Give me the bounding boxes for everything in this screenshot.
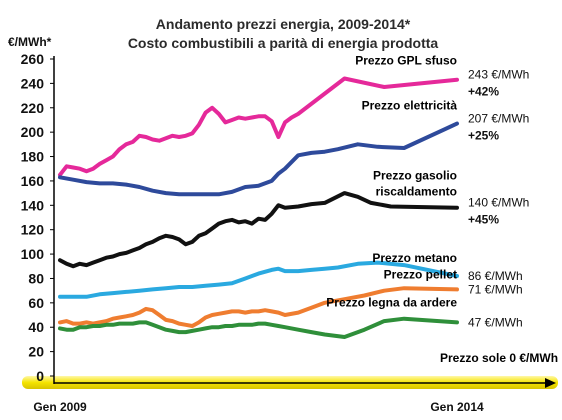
series-name-label: Prezzo pellet — [384, 267, 457, 281]
y-tick-label: 200 — [21, 124, 45, 140]
y-tick-label: 260 — [21, 51, 45, 67]
series-name-label: Prezzo legna da ardere — [326, 295, 457, 309]
x-tick-label: Gen 2009 — [33, 400, 87, 414]
y-tick-label: 220 — [21, 100, 45, 116]
y-tick-label: 20 — [28, 344, 44, 360]
series-end-change: +45% — [468, 213, 499, 227]
series-line — [58, 191, 459, 269]
y-axis-ticks: 0 20 40 60 80 100 120 140 160 180 200 220 240 260 — [21, 51, 54, 384]
series-end-change: +42% — [468, 85, 499, 99]
chart-title-line-1: Andamento prezzi energia, 2009-2014* — [156, 16, 411, 32]
series-name-label: riscaldamento — [376, 185, 457, 199]
series-name-label: Prezzo elettricità — [362, 99, 458, 113]
y-tick-label: 80 — [28, 270, 44, 286]
y-tick-label: 100 — [21, 246, 45, 262]
series-end-value: 86 €/MWh — [468, 269, 523, 283]
sun-price-note: Prezzo sole 0 €/MWh — [440, 351, 558, 365]
series-end-value: 71 €/MWh — [468, 282, 523, 296]
series-name-label: Prezzo gasolio — [373, 169, 457, 183]
y-tick-label: 40 — [28, 319, 44, 335]
x-tick-label: Gen 2014 — [430, 400, 484, 414]
series-name-label: Prezzo GPL sfuso — [355, 54, 457, 68]
y-tick-label: 240 — [21, 75, 45, 91]
series-name-label: Prezzo metano — [372, 251, 457, 265]
y-axis-unit-label: €/MWh* — [8, 35, 52, 49]
series-line — [58, 260, 459, 299]
series-line — [58, 121, 459, 197]
chart-title-line-2: Costo combustibili a parità di energia p… — [128, 35, 439, 51]
y-tick-label: 180 — [21, 149, 45, 165]
series-lines — [58, 76, 459, 339]
series-end-value: 140 €/MWh — [468, 196, 529, 210]
y-tick-label: 120 — [21, 222, 45, 238]
series-end-change: +25% — [468, 129, 499, 143]
x-axis-ticks: Gen 2009 Gen 2014 — [33, 400, 484, 414]
series-line — [58, 316, 459, 339]
series-end-values: 243 €/MWh +42% 207 €/MWh +25% 140 €/MWh +45% 8… — [468, 68, 529, 330]
y-tick-label: 160 — [21, 173, 45, 189]
series-line — [58, 76, 459, 177]
series-end-value: 243 €/MWh — [468, 68, 529, 82]
x-axis-arrow — [545, 378, 556, 388]
series-end-value: 47 €/MWh — [468, 315, 523, 329]
series-end-value: 207 €/MWh — [468, 112, 529, 126]
y-tick-label: 60 — [28, 295, 44, 311]
y-tick-label: 0 — [36, 368, 44, 384]
series-line — [58, 286, 459, 328]
series-labels: Prezzo GPL sfuso Prezzo elettricità Prezzo… — [326, 54, 457, 310]
y-tick-label: 140 — [21, 197, 45, 213]
